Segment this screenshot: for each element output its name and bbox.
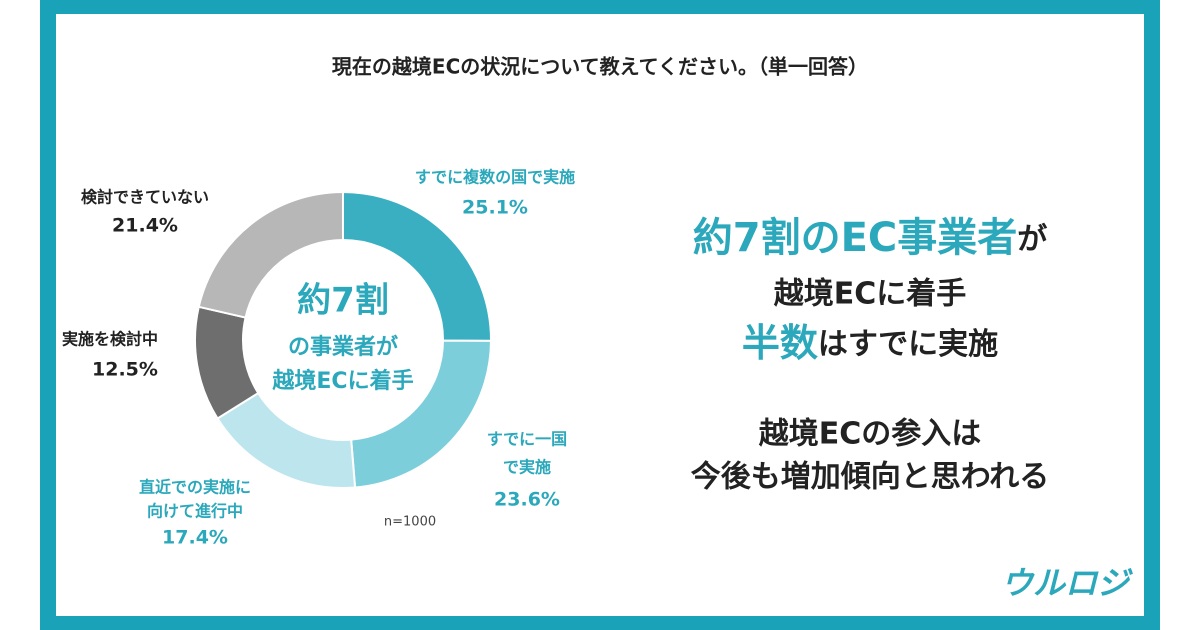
callout-text: が [1017, 222, 1047, 257]
chart-title: 現在の越境ECの状況について教えてください。（単一回答） [332, 55, 868, 79]
value-label: 25.1% [462, 197, 528, 219]
segment-label: で実施 [503, 458, 551, 477]
donut-segment [342, 190, 492, 342]
donut-segment [197, 190, 344, 319]
callout-line: 越境ECに着手 [774, 277, 967, 312]
value-label: 17.4% [162, 527, 228, 549]
callout-line: 半数はすでに実施 [742, 321, 998, 365]
value-label: 21.4% [112, 215, 178, 237]
callout-highlight: 半数 [742, 321, 818, 365]
note: n=1000 [384, 515, 436, 530]
segment-label: すでに一国 [487, 430, 567, 449]
center-text: の事業者が [288, 334, 398, 360]
center-text: 約7割 [297, 281, 389, 321]
callout-highlight: 約7割のEC事業者 [693, 215, 1018, 261]
callout-line: 約7割のEC事業者が [693, 215, 1048, 261]
logo: ウルロジ [1001, 564, 1133, 602]
segment-label: 向けて進行中 [147, 502, 243, 521]
center-text: 越境ECに着手 [271, 368, 413, 394]
conclusion: 今後も増加傾向と思われる [691, 460, 1050, 495]
segment-label: 実施を検討中 [62, 330, 158, 349]
donut [194, 190, 493, 489]
value-label: 12.5% [92, 359, 158, 381]
segment-label: 検討できていない [81, 188, 209, 207]
segment-label: 直近での実施に [139, 478, 251, 497]
conclusion: 越境ECの参入は [759, 417, 982, 452]
callout-text: はすでに実施 [818, 327, 998, 362]
value-label: 23.6% [494, 489, 560, 511]
segment-label: すでに複数の国で実施 [415, 168, 575, 187]
